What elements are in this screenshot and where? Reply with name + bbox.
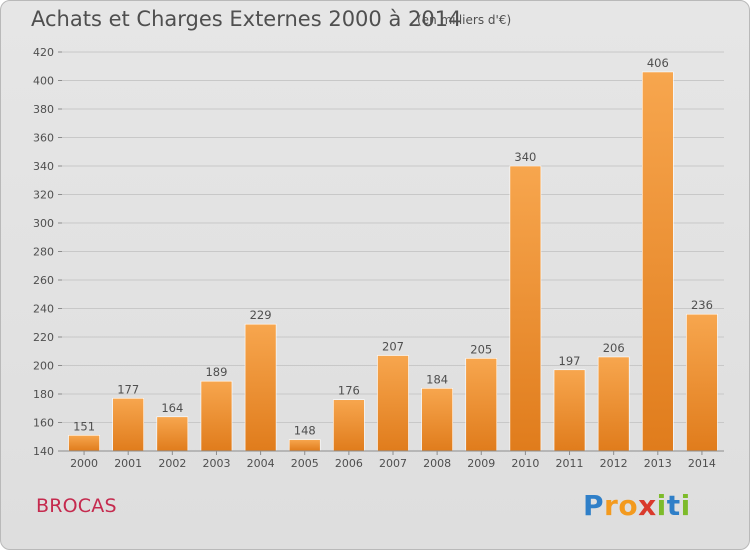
- x-tick-label: 2009: [467, 457, 495, 470]
- x-tick-label: 2013: [644, 457, 672, 470]
- x-tick-label: 2011: [556, 457, 584, 470]
- bar-2000: [68, 435, 100, 452]
- x-tick-label: 2005: [291, 457, 319, 470]
- y-tick-label: 340: [33, 160, 54, 173]
- data-label: 151: [73, 419, 95, 433]
- y-tick-label: 420: [33, 46, 54, 59]
- bar-2011: [553, 369, 586, 452]
- bar-2009: [465, 358, 498, 452]
- y-tick-label: 380: [33, 103, 54, 116]
- logo-letter: t: [666, 489, 681, 522]
- y-tick-label: 400: [33, 75, 54, 88]
- data-label: 176: [338, 384, 360, 398]
- data-label: 148: [294, 424, 316, 438]
- y-tick-label: 280: [33, 246, 54, 259]
- data-label: 197: [559, 354, 581, 368]
- proxiti-logo[interactable]: Proxiti: [583, 489, 691, 522]
- x-tick-label: 2007: [379, 457, 407, 470]
- x-tick-label: 2004: [247, 457, 275, 470]
- x-tick-label: 2000: [70, 457, 98, 470]
- y-tick-label: 300: [33, 217, 54, 230]
- bar-2013: [641, 71, 674, 452]
- y-tick-label: 140: [33, 445, 54, 458]
- x-axis-ticks: 2000 2001 2002 2003 2004 2005 2006 2007 2008 2009…: [70, 451, 716, 470]
- data-label: 207: [382, 340, 404, 354]
- bar-2004: [244, 323, 277, 452]
- data-label: 164: [161, 401, 183, 415]
- data-label: 189: [205, 365, 227, 379]
- bar-2010: [509, 165, 542, 452]
- data-label: 406: [647, 56, 669, 70]
- logo-letter: i: [680, 489, 691, 522]
- y-tick-label: 320: [33, 189, 54, 202]
- logo-letter: o: [618, 489, 639, 522]
- bars: [68, 71, 718, 452]
- x-tick-label: 2012: [600, 457, 628, 470]
- x-tick-label: 2006: [335, 457, 363, 470]
- y-tick-label: 160: [33, 417, 54, 430]
- x-tick-label: 2002: [158, 457, 186, 470]
- data-label: 206: [603, 341, 625, 355]
- data-label: 184: [426, 372, 448, 386]
- chart-title: Achats et Charges Externes 2000 à 2014: [31, 7, 462, 31]
- x-tick-label: 2008: [423, 457, 451, 470]
- x-tick-label: 2010: [511, 457, 539, 470]
- y-tick-label: 180: [33, 388, 54, 401]
- chart-subtitle: (en milliers d'€): [417, 13, 512, 27]
- x-tick-label: 2001: [114, 457, 142, 470]
- bar-2006: [333, 399, 365, 452]
- bar-2002: [156, 416, 189, 452]
- y-tick-label: 240: [33, 303, 54, 316]
- bar-2005: [288, 439, 321, 452]
- logo-letter: P: [583, 489, 605, 522]
- y-tick-label: 220: [33, 331, 54, 344]
- bar-2008: [421, 387, 453, 452]
- commune-name: BROCAS: [36, 495, 117, 517]
- y-tick-label: 360: [33, 132, 54, 145]
- logo-letter: r: [604, 489, 619, 522]
- y-axis-ticks: 140 160 180 200 220 240 260 280 300 320 340 360 380 4…: [33, 46, 62, 458]
- bar-2007: [377, 355, 409, 452]
- data-label: 340: [514, 150, 536, 164]
- data-labels: 151 177 164 189 229 148 176 207 184 205 340 197 206 4…: [73, 56, 713, 438]
- bar-2014: [686, 313, 718, 452]
- x-tick-label: 2014: [688, 457, 716, 470]
- data-label: 205: [470, 342, 492, 356]
- bar-2001: [112, 397, 144, 452]
- bar-2003: [200, 380, 233, 452]
- bar-2012: [597, 356, 630, 452]
- data-label: 229: [250, 308, 272, 322]
- data-label: 177: [117, 382, 139, 396]
- y-tick-label: 200: [33, 360, 54, 373]
- y-tick-label: 260: [33, 274, 54, 287]
- data-label: 236: [691, 298, 713, 312]
- x-tick-label: 2003: [202, 457, 230, 470]
- logo-letter: x: [638, 489, 657, 522]
- logo-letter: i: [656, 489, 667, 522]
